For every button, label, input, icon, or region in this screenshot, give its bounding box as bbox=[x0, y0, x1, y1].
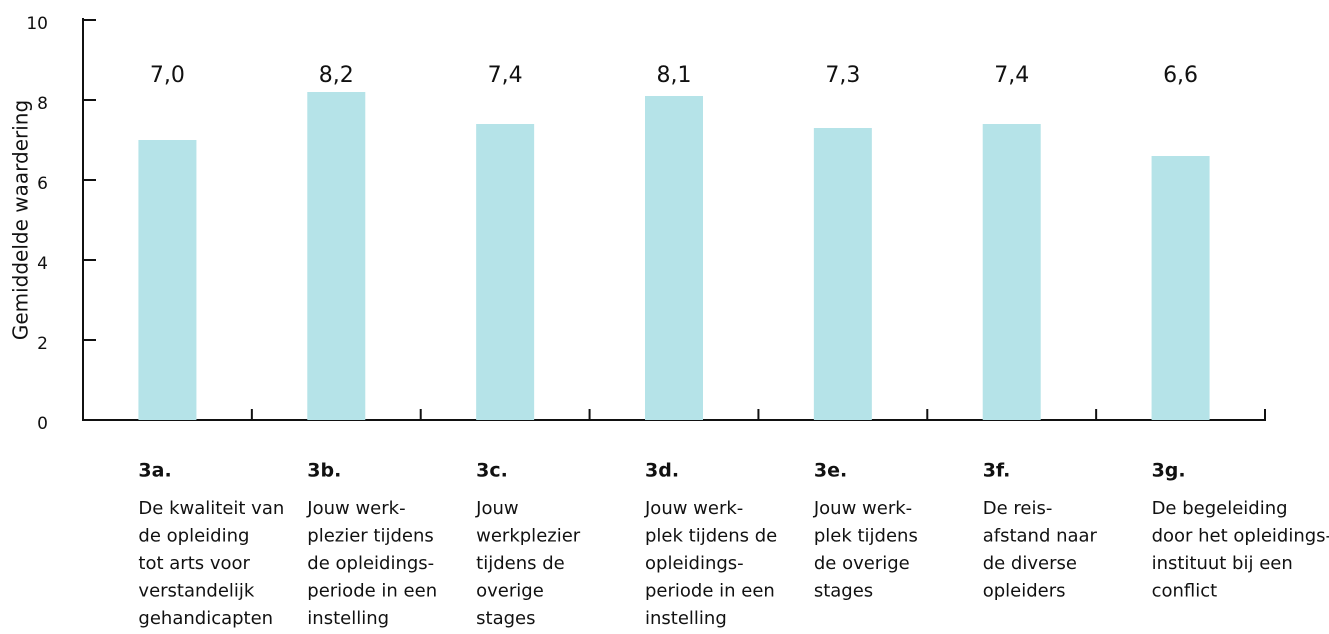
category-code: 3g. bbox=[1152, 460, 1186, 482]
category-description: stages bbox=[814, 581, 873, 602]
category-description: Jouw werk- bbox=[306, 498, 405, 519]
category-description: de opleiding bbox=[138, 526, 249, 547]
category-description: tot arts voor bbox=[138, 553, 250, 574]
category-description: opleiders bbox=[983, 581, 1066, 602]
bar bbox=[813, 128, 872, 420]
category-description: periode in een bbox=[645, 581, 775, 602]
category-code: 3a. bbox=[138, 460, 171, 482]
category-description: instelling bbox=[645, 608, 727, 629]
bar bbox=[1151, 156, 1210, 420]
category-code: 3f. bbox=[983, 460, 1011, 482]
category-code: 3c. bbox=[476, 460, 508, 482]
category-description: de overige bbox=[814, 553, 910, 574]
category-description: De kwaliteit van bbox=[138, 498, 284, 519]
category-description: plek tijdens bbox=[814, 526, 918, 547]
bar bbox=[476, 124, 535, 420]
category-description: instelling bbox=[307, 608, 389, 629]
bar bbox=[645, 96, 703, 420]
value-label: 7,4 bbox=[994, 63, 1029, 88]
category-description: opleidings- bbox=[645, 553, 744, 574]
y-tick-label: 6 bbox=[37, 174, 48, 194]
category-description: De reis- bbox=[983, 498, 1053, 519]
category-description: door het opleidings- bbox=[1152, 526, 1329, 547]
category-description: Jouw bbox=[475, 498, 518, 519]
bar bbox=[307, 92, 366, 420]
category-description: tijdens de bbox=[476, 553, 565, 574]
value-label: 8,2 bbox=[319, 63, 354, 88]
category-code: 3e. bbox=[814, 460, 847, 482]
category-description: de diverse bbox=[983, 553, 1077, 574]
value-label: 7,4 bbox=[488, 63, 523, 88]
y-tick-label: 0 bbox=[37, 414, 48, 434]
category-description: werkplezier bbox=[476, 526, 581, 547]
y-axis-label: Gemiddelde waardering bbox=[9, 100, 33, 340]
category-description: afstand naar bbox=[983, 526, 1098, 547]
category-description: De begeleiding bbox=[1152, 498, 1288, 519]
value-label: 7,3 bbox=[825, 63, 860, 88]
category-description: conflict bbox=[1152, 581, 1218, 602]
bar bbox=[982, 124, 1041, 420]
value-label: 6,6 bbox=[1163, 63, 1198, 88]
category-description: periode in een bbox=[307, 581, 437, 602]
category-description: Jouw werk- bbox=[644, 498, 743, 519]
category-description: plezier tijdens bbox=[307, 526, 434, 547]
category-description: plek tijdens de bbox=[645, 526, 777, 547]
y-tick-label: 4 bbox=[37, 254, 48, 274]
value-label: 7,0 bbox=[150, 63, 185, 88]
y-tick-label: 8 bbox=[37, 94, 48, 114]
category-description: overige bbox=[476, 581, 544, 602]
y-tick-label: 2 bbox=[37, 334, 48, 354]
bar bbox=[138, 140, 197, 420]
category-description: stages bbox=[476, 608, 535, 629]
category-description: Jouw werk- bbox=[813, 498, 912, 519]
category-description: de opleidings- bbox=[307, 553, 434, 574]
value-label: 8,1 bbox=[657, 63, 692, 88]
category-description: gehandicapten bbox=[138, 608, 273, 629]
category-description: verstandelijk bbox=[138, 581, 255, 602]
category-code: 3d. bbox=[645, 460, 679, 482]
category-description: instituut bij een bbox=[1152, 553, 1293, 574]
y-tick-label: 10 bbox=[26, 14, 48, 34]
category-code: 3b. bbox=[307, 460, 341, 482]
